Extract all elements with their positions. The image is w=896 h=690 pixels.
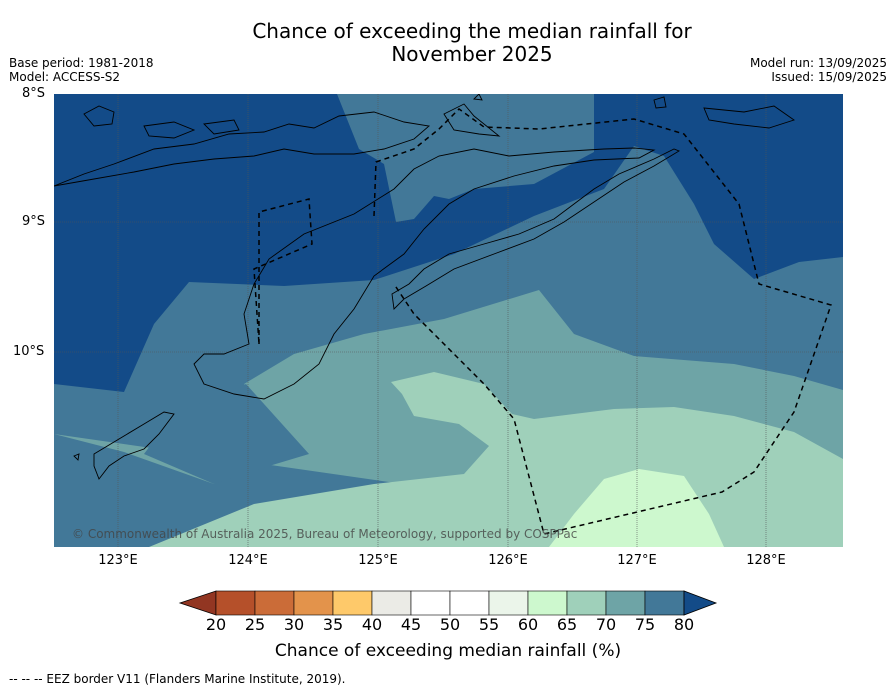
colorbar-tick-25: 25 <box>244 615 266 634</box>
copyright-notice: © Commonwealth of Australia 2025, Bureau… <box>72 527 577 541</box>
colorbar-bin-2 <box>293 590 334 616</box>
issued-date: Issued: 15/09/2025 <box>771 70 887 84</box>
lon-label-127e: 127°E <box>617 553 657 568</box>
lon-label-123e: 123°E <box>98 553 138 568</box>
colorbar-tick-70: 70 <box>595 615 617 634</box>
colorbar-tick-45: 45 <box>400 615 422 634</box>
colorbar-bin-0 <box>215 590 256 616</box>
colorbar-tick-75: 75 <box>634 615 656 634</box>
colorbar-tick-35: 35 <box>322 615 344 634</box>
colorbar-tick-30: 30 <box>283 615 305 634</box>
colorbar-bin-5 <box>410 590 451 616</box>
colorbar-bin-3 <box>332 590 373 616</box>
colorbar-bin-9 <box>566 590 607 616</box>
colorbar-under-arrow <box>178 590 217 616</box>
colorbar <box>178 590 718 616</box>
chart-title: Chance of exceeding the median rainfall … <box>0 20 896 66</box>
lon-label-125e: 125°E <box>358 553 398 568</box>
colorbar-bin-1 <box>254 590 295 616</box>
base-period: Base period: 1981-2018 <box>9 56 154 70</box>
colorbar-tick-60: 60 <box>517 615 539 634</box>
lat-label-10s: 10°S <box>13 344 45 359</box>
lat-label-8s: 8°S <box>22 86 46 101</box>
colorbar-label: Chance of exceeding median rainfall (%) <box>274 641 622 661</box>
colorbar-tick-55: 55 <box>478 615 500 634</box>
colorbar-bin-10 <box>605 590 646 616</box>
title-line-1: Chance of exceeding the median rainfall … <box>252 19 692 43</box>
meta-right: Model run: 13/09/2025 Issued: 15/09/2025 <box>750 56 887 84</box>
colorbar-bin-7 <box>488 590 529 616</box>
colorbar-tick-65: 65 <box>556 615 578 634</box>
meta-left: Base period: 1981-2018 Model: ACCESS-S2 <box>9 56 154 84</box>
colorbar-tick-80: 80 <box>673 615 695 634</box>
colorbar-tick-50: 50 <box>439 615 461 634</box>
lon-label-126e: 126°E <box>488 553 528 568</box>
graticule <box>54 94 843 547</box>
eez-border <box>253 108 832 535</box>
colorbar-bin-8 <box>527 590 568 616</box>
region-70-75-tongue <box>144 384 309 484</box>
coastlines <box>54 94 796 480</box>
title-line-2: November 2025 <box>391 42 553 66</box>
model-name: Model: ACCESS-S2 <box>9 70 121 84</box>
source-note: -- -- -- EEZ border V11 (Flanders Marine… <box>9 672 346 686</box>
lon-label-128e: 128°E <box>746 553 786 568</box>
lon-label-124e: 124°E <box>228 553 268 568</box>
model-run: Model run: 13/09/2025 <box>749 56 887 70</box>
colorbar-over-arrow <box>683 590 718 616</box>
colorbar-tick-20: 20 <box>205 615 227 634</box>
region-55-60 <box>549 469 724 547</box>
colorbar-bin-11 <box>644 590 685 616</box>
rainfall-map: © Commonwealth of Australia 2025, Bureau… <box>54 94 843 547</box>
colorbar-bin-6 <box>449 590 490 616</box>
lat-label-9s: 9°S <box>22 214 46 229</box>
colorbar-bin-4 <box>371 590 412 616</box>
colorbar-tick-40: 40 <box>361 615 383 634</box>
